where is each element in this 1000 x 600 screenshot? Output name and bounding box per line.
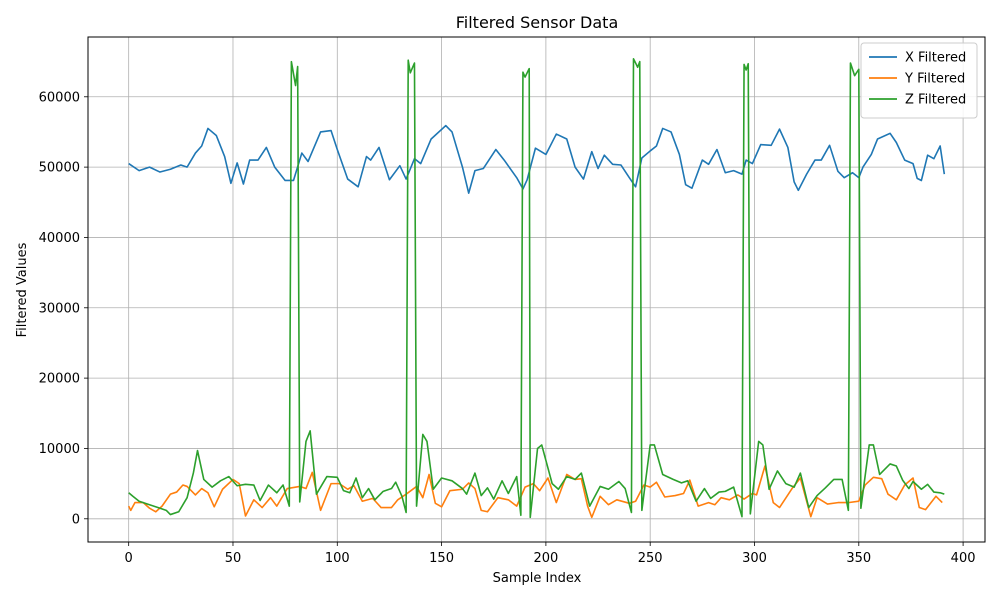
x-tick-label: 50 [225,551,242,566]
x-tick-label: 300 [742,551,767,566]
series-line-x-filtered [128,124,946,194]
y-tick-label: 40000 [39,231,80,246]
x-axis-label: Sample Index [493,571,582,586]
y-tick-label: 0 [72,512,80,527]
y-axis-label: Filtered Values [15,242,30,337]
plot-area-frame [87,36,986,543]
x-tick-label: 100 [325,551,350,566]
grid [88,37,985,542]
x-tick-label: 200 [533,551,558,566]
series-line-y-filtered [127,465,943,519]
series-group [127,58,946,519]
series-line-z-filtered [128,58,945,519]
x-tick-label: 400 [951,551,976,566]
y-tick-label: 20000 [39,372,80,387]
x-tick-label: 150 [429,551,454,566]
axis-ticks: 0 50 100 150 200 250 300 350 400 0 10000 20000 30000… [39,90,976,566]
chart-title: Filtered Sensor Data [456,13,619,32]
y-tick-label: 50000 [39,161,80,176]
y-tick-label: 10000 [39,442,80,457]
x-tick-label: 350 [846,551,871,566]
legend-label: Z Filtered [905,93,966,108]
x-tick-label: 250 [638,551,663,566]
legend: X Filtered Y Filtered Z Filtered [860,42,978,119]
y-tick-label: 60000 [39,90,80,105]
x-tick-label: 0 [125,551,133,566]
legend-label: X Filtered [905,51,966,66]
y-tick-label: 30000 [39,301,80,316]
legend-label: Y Filtered [904,72,965,87]
